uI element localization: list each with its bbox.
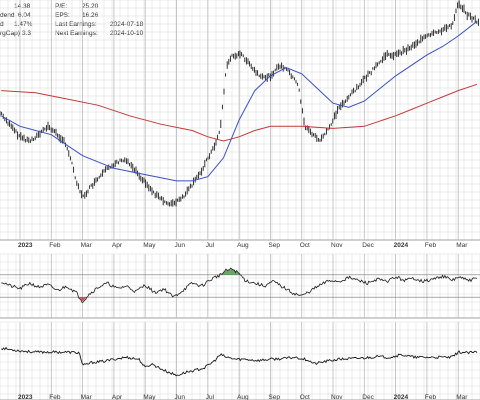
rel-x-tick-label: Dec [362, 394, 374, 400]
osc-line [1, 267, 478, 303]
price-panel: 2023 Feb Mar Apr May Jun Jul Aug Sep Oct Nov Dec 202… [0, 0, 480, 249]
fund-col2-value-2: 2024-07-18 [110, 21, 144, 28]
price-x-tick-label: Feb [425, 242, 437, 249]
rel-x-tick-label: 2023 [18, 394, 33, 400]
fund-col2-value-0: 25.20 [82, 3, 99, 10]
price-x-tick-label: Nov [331, 242, 343, 249]
fund-col1-value-2: 1.47% [14, 21, 33, 28]
price-x-tick-label: May [143, 242, 156, 249]
fund-col2-label-2: Last Earnings: [55, 21, 97, 28]
fund-col1-value-1: 6.04 [18, 12, 31, 19]
fund-col2-value-3: 2024-10-10 [110, 30, 144, 37]
rel-x-tick-label: Oct [300, 394, 310, 400]
relative-strength-line [0, 346, 478, 377]
price-x-tick-label: Aug [237, 242, 249, 249]
rel-x-tick-label: Mar [81, 394, 93, 400]
fund-col1-value-3: 3.3 [22, 30, 31, 37]
fund-col2-label-3: Next Earnings: [55, 30, 98, 37]
rel-x-tick-label: Feb [425, 394, 437, 400]
fund-col1-label-1: dend [0, 12, 15, 19]
relative-strength-panel: 2023 Feb Mar Apr May Jun Jul Aug Sep Oct Nov Dec 202… [0, 321, 480, 400]
oscillator-panel [0, 253, 480, 319]
fund-col2-value-1: 16.26 [82, 12, 99, 19]
price-x-tick-label: Oct [300, 242, 310, 249]
price-grid [0, 0, 480, 241]
fundamentals-header: 14.38 dend 6.04 d 1.47% rgCap) 3.3 P/E: … [0, 3, 144, 37]
fund-col2-label-0: P/E: [55, 3, 67, 10]
price-x-tick-label: Sep [268, 242, 280, 249]
ma_short-line [0, 20, 478, 182]
price-bars [0, 0, 479, 207]
rel-x-tick-label: Apr [112, 394, 123, 400]
rel-x-tick-label: Nov [331, 394, 343, 400]
osc-grid [0, 253, 480, 319]
rel-x-tick-label: 2024 [394, 394, 409, 400]
price-x-tick-label: Jun [175, 242, 186, 249]
fund-col1-value-0: 14.38 [14, 3, 31, 10]
price-x-tick-label: 2023 [18, 242, 33, 249]
rel-grid [0, 321, 480, 400]
osc-hidden-x-axis [19, 254, 459, 318]
price-x-tick-label: Jul [206, 242, 215, 249]
fund-col1-label-3: rgCap) [0, 30, 20, 37]
ma_long-line [1, 83, 478, 142]
price-x-tick-label: 2024 [394, 242, 409, 249]
rel-x-tick-label: May [143, 394, 156, 400]
rel-x-tick-label: Jun [175, 394, 186, 400]
rel-x-tick-label: Sep [268, 394, 280, 400]
price-x-tick-label: Mar [81, 242, 93, 249]
fund-col1-label-2: d [0, 21, 4, 28]
rel-x-tick-label: Feb [49, 394, 61, 400]
price-x-tick-label: Apr [112, 242, 123, 249]
rel-x-axis: 2023 Feb Mar Apr May Jun Jul Aug Sep Oct Nov Dec 202… [18, 322, 468, 400]
fund-col2-label-1: EPS: [55, 12, 70, 19]
price-x-tick-label: Dec [362, 242, 374, 249]
rel-x-tick-label: Aug [237, 394, 249, 400]
rel-x-tick-label: Jul [206, 394, 215, 400]
price-x-tick-label: Feb [49, 242, 61, 249]
price-x-tick-label: Mar [456, 242, 468, 249]
rel-x-tick-label: Mar [456, 394, 468, 400]
